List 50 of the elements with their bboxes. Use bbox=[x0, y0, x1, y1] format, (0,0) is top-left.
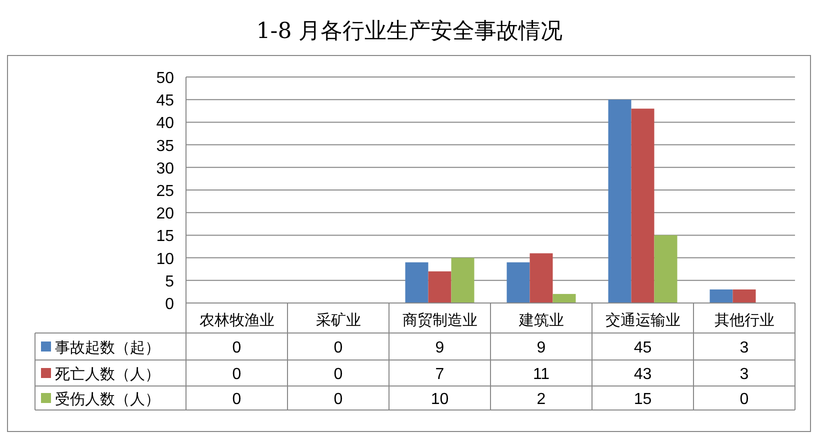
data-label: 7 bbox=[435, 366, 444, 383]
data-label: 0 bbox=[232, 366, 242, 383]
y-tick-label: 0 bbox=[165, 296, 174, 313]
data-label: 0 bbox=[334, 366, 343, 383]
legend-label: 死亡人数（人） bbox=[55, 366, 160, 383]
data-label: 0 bbox=[334, 340, 343, 356]
bar bbox=[552, 294, 576, 303]
data-label: 43 bbox=[634, 366, 652, 383]
data-label: 10 bbox=[430, 391, 449, 408]
data-label: 9 bbox=[435, 340, 444, 356]
bar bbox=[451, 258, 474, 303]
y-tick-label: 50 bbox=[156, 70, 174, 87]
x-tick-label: 采矿业 bbox=[316, 312, 361, 329]
bar bbox=[428, 271, 452, 303]
data-label: 0 bbox=[232, 391, 242, 408]
x-tick-label: 建筑业 bbox=[518, 312, 564, 329]
data-label: 0 bbox=[232, 340, 242, 356]
y-tick-label: 20 bbox=[156, 206, 174, 223]
bar bbox=[608, 100, 632, 303]
bar bbox=[710, 289, 733, 303]
bar bbox=[732, 289, 756, 303]
bar bbox=[631, 108, 654, 303]
data-label: 2 bbox=[536, 391, 546, 408]
y-tick-label: 25 bbox=[156, 183, 174, 200]
data-label: 3 bbox=[740, 366, 749, 383]
data-label: 3 bbox=[740, 340, 749, 356]
y-tick-label: 5 bbox=[165, 273, 174, 290]
bar bbox=[654, 235, 678, 303]
y-tick-label: 30 bbox=[156, 160, 174, 178]
x-tick-label: 农林牧渔业 bbox=[199, 312, 274, 329]
data-label: 0 bbox=[334, 391, 343, 408]
chart-title: 1-8 月各行业生产安全事故情况 bbox=[256, 19, 563, 44]
bar bbox=[506, 262, 530, 303]
data-label: 11 bbox=[532, 366, 550, 383]
bar bbox=[405, 262, 428, 303]
x-tick-label: 交通运输业 bbox=[605, 312, 680, 329]
y-tick-label: 15 bbox=[156, 228, 174, 246]
data-label: 0 bbox=[740, 391, 749, 408]
y-tick-label: 10 bbox=[156, 250, 174, 268]
x-tick-label: 商贸制造业 bbox=[402, 312, 478, 329]
y-tick-label: 40 bbox=[156, 115, 174, 132]
legend-label: 事故起数（起） bbox=[55, 340, 160, 356]
data-label: 15 bbox=[634, 391, 652, 408]
data-label: 45 bbox=[634, 340, 652, 356]
y-tick-label: 35 bbox=[156, 138, 174, 155]
x-tick-label: 其他行业 bbox=[714, 312, 774, 329]
data-label: 9 bbox=[536, 340, 546, 356]
bar bbox=[530, 253, 553, 303]
y-tick-label: 45 bbox=[156, 92, 174, 110]
legend-label: 受伤人数（人） bbox=[55, 391, 160, 408]
